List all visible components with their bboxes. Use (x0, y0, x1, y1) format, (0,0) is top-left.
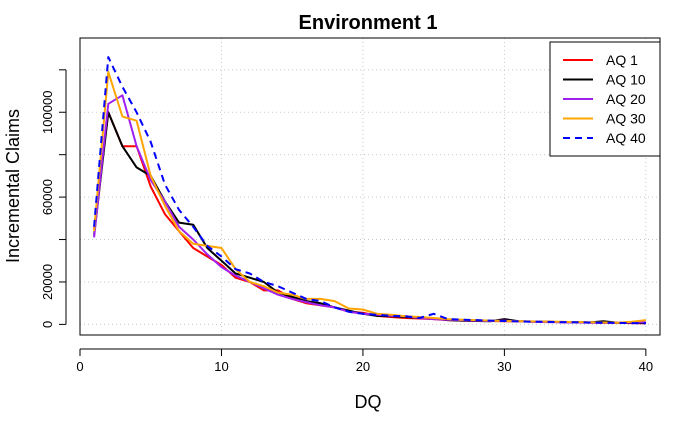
legend: AQ 1 AQ 10 AQ 20 AQ 30 AQ 40 (549, 41, 661, 157)
x-tick-label: 0 (76, 359, 83, 374)
series-line-aq-40 (93, 56, 646, 325)
axes: 0 10 20 30 40 0 20000 60000 100000 (40, 69, 653, 374)
x-axis-title: DQ (355, 392, 382, 412)
legend-label: AQ 20 (606, 91, 646, 107)
y-tick-label: 0 (40, 321, 55, 328)
y-tick-label: 60000 (40, 179, 55, 215)
y-tick-label: 20000 (40, 264, 55, 300)
x-tick-label: 30 (497, 359, 511, 374)
grid-lines (79, 38, 660, 335)
y-axis-title: Incremental Claims (3, 109, 23, 263)
x-tick-label: 20 (356, 359, 370, 374)
x-tick-label: 40 (639, 359, 653, 374)
y-tick-label: 100000 (40, 91, 55, 134)
legend-label: AQ 1 (606, 52, 638, 68)
x-tick-label: 10 (214, 359, 228, 374)
chart-title: Environment 1 (299, 12, 438, 34)
legend-label: AQ 40 (606, 130, 646, 146)
legend-label: AQ 10 (606, 72, 646, 88)
series-lines (93, 56, 647, 325)
plot-frame (79, 37, 661, 336)
legend-label: AQ 30 (606, 111, 646, 127)
